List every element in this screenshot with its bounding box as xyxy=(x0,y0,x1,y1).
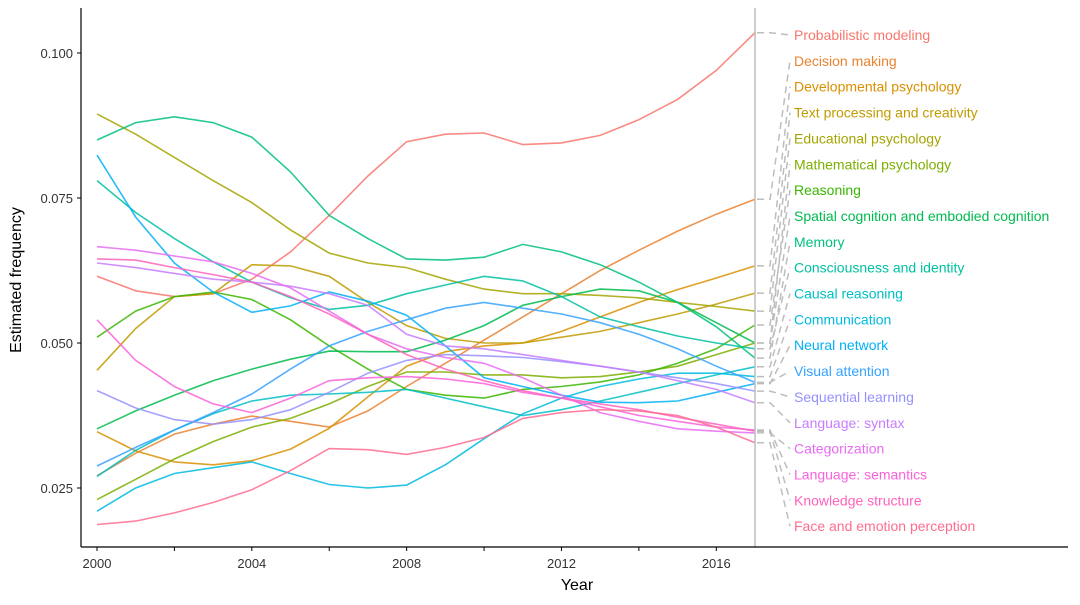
x-tick-label: 2004 xyxy=(237,556,266,571)
series-label: Memory xyxy=(794,234,845,250)
y-tick-label: 0.100 xyxy=(40,46,73,61)
y-axis-ticks: 0.025 0.050 0.075 0.100 xyxy=(40,46,81,496)
label-connector xyxy=(757,267,791,350)
series-label: Educational psychology xyxy=(794,130,941,146)
label-connector xyxy=(757,60,791,200)
series-line xyxy=(96,245,756,434)
label-connector xyxy=(757,432,791,450)
series-line xyxy=(96,179,756,350)
series-line xyxy=(96,372,756,512)
x-axis-label: Year xyxy=(561,577,594,594)
label-connector xyxy=(757,442,791,527)
y-tick-label: 0.050 xyxy=(40,336,73,351)
series-line xyxy=(96,319,756,431)
series-label: Language: syntax xyxy=(794,415,905,431)
y-tick-label: 0.075 xyxy=(40,191,73,206)
series-label: Causal reasoning xyxy=(794,286,903,302)
series-line xyxy=(96,342,756,501)
series-label: Face and emotion perception xyxy=(794,518,975,534)
series-label: Spatial cognition and embodied cognition xyxy=(794,208,1049,224)
series-line xyxy=(96,291,756,399)
series-line xyxy=(96,288,756,430)
series-line xyxy=(96,265,756,466)
label-connector xyxy=(757,293,791,368)
series-label: Language: semantics xyxy=(794,467,927,483)
label-connector xyxy=(757,189,791,326)
series-label: Reasoning xyxy=(794,182,861,198)
x-tick-label: 2012 xyxy=(547,556,576,571)
series-label: Decision making xyxy=(794,53,897,69)
label-connector xyxy=(757,138,791,312)
series-label: Knowledge structure xyxy=(794,492,922,508)
y-axis-label: Estimated frequency xyxy=(8,207,25,353)
label-connector xyxy=(757,390,791,398)
series-line xyxy=(96,258,756,432)
label-connector xyxy=(757,215,791,344)
x-tick-label: 2000 xyxy=(83,556,112,571)
series-line xyxy=(96,198,756,477)
series-line xyxy=(96,113,756,312)
series-label: Probabilistic modeling xyxy=(794,27,930,43)
series-label: Neural network xyxy=(794,337,889,353)
label-connector xyxy=(757,86,791,267)
label-connector xyxy=(757,370,791,384)
series-lines xyxy=(96,32,756,526)
series-label: Mathematical psychology xyxy=(794,156,951,172)
label-connectors xyxy=(757,31,791,527)
y-tick-label: 0.025 xyxy=(40,481,73,496)
label-connector xyxy=(757,344,791,385)
series-line xyxy=(96,301,756,467)
series-label: Developmental psychology xyxy=(794,79,961,95)
series-label: Communication xyxy=(794,311,891,327)
series-line xyxy=(96,408,756,526)
x-tick-label: 2008 xyxy=(392,556,421,571)
series-label: Consciousness and identity xyxy=(794,260,964,276)
label-connector xyxy=(757,430,791,501)
label-connector xyxy=(757,241,791,359)
series-label: Categorization xyxy=(794,441,884,457)
series-label: Text processing and creativity xyxy=(794,105,978,121)
series-line xyxy=(96,262,756,404)
x-tick-label: 2016 xyxy=(702,556,731,571)
x-axis-ticks: 2000 2004 2008 2012 2016 xyxy=(83,547,731,571)
series-line xyxy=(96,154,756,404)
label-connector xyxy=(757,401,791,424)
series-label: Sequential learning xyxy=(794,389,914,405)
series-line xyxy=(96,366,756,478)
series-label: Visual attention xyxy=(794,363,889,379)
series-labels: Probabilistic modeling Decision making Dev… xyxy=(794,27,1049,534)
label-connector xyxy=(757,112,791,294)
label-connector xyxy=(757,319,791,378)
series-line xyxy=(96,115,756,359)
label-connector xyxy=(757,429,791,475)
series-line xyxy=(96,263,756,371)
label-connector xyxy=(757,31,791,36)
series-line xyxy=(96,32,756,298)
